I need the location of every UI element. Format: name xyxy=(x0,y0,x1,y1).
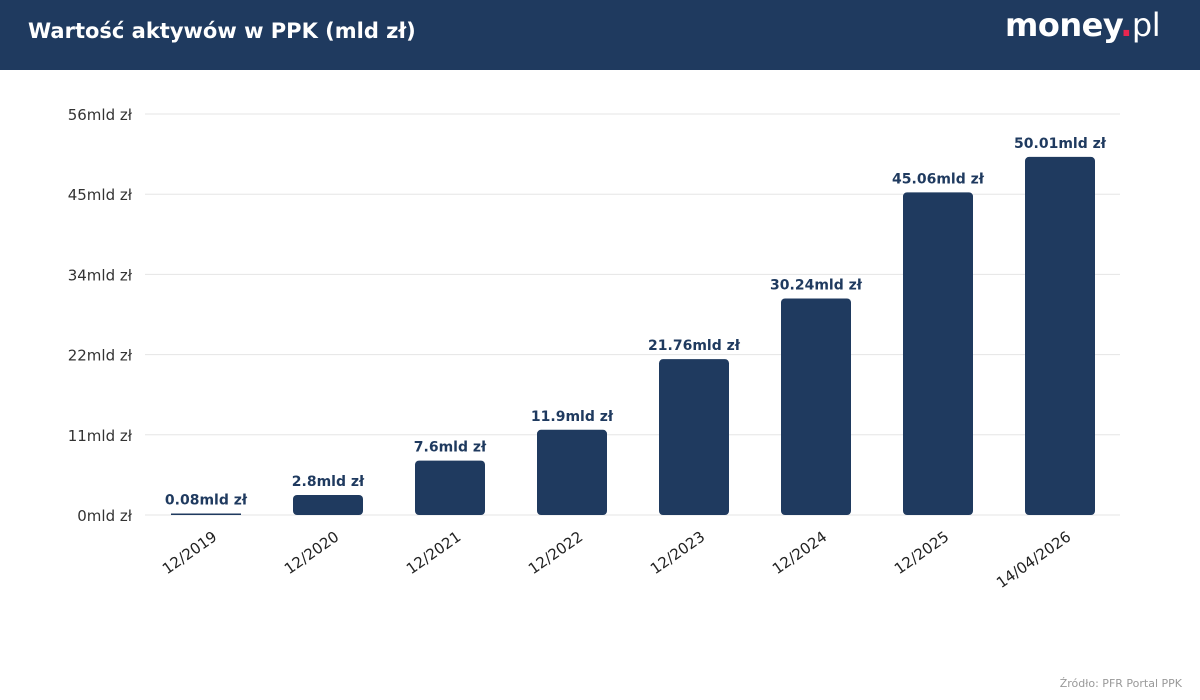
x-tick-label: 12/2021 xyxy=(403,528,464,578)
bar xyxy=(1025,156,1095,515)
data-label: 7.6mld zł xyxy=(414,440,487,456)
bar xyxy=(293,494,363,515)
x-tick-label: 14/04/2026 xyxy=(993,528,1074,592)
data-label: 2.8mld zł xyxy=(292,474,365,490)
data-label: 21.76mld zł xyxy=(648,338,741,354)
source-note: Źródło: PFR Portal PPK xyxy=(1059,677,1182,690)
x-tick-label: 12/2023 xyxy=(647,528,708,578)
bar xyxy=(781,298,851,515)
y-tick-label: 34mld zł xyxy=(68,266,133,284)
x-tick-label: 12/2020 xyxy=(281,528,342,578)
bar-chart: 0mld zł 11mld zł 22mld zł 34mld zł 45mld zł 5… xyxy=(68,106,1120,592)
data-label: 45.06mld zł xyxy=(892,171,985,187)
data-label: 11.9mld zł xyxy=(531,409,614,425)
bar xyxy=(903,192,973,516)
x-tick-label: 12/2024 xyxy=(769,528,830,578)
bar xyxy=(171,513,241,515)
bar xyxy=(659,359,729,515)
money-pl-logo: money.pl xyxy=(1005,6,1161,44)
x-tick-label: 12/2019 xyxy=(159,528,220,578)
y-tick-label: 22mld zł xyxy=(68,347,133,365)
x-tick-label: 12/2025 xyxy=(891,528,952,578)
header-bar: Wartość aktywów w PPK (mld zł) money.pl xyxy=(0,0,1200,70)
data-label: 50.01mld zł xyxy=(1014,136,1107,152)
y-tick-label: 11mld zł xyxy=(68,427,133,445)
y-tick-label: 56mld zł xyxy=(68,106,133,124)
bar xyxy=(537,429,607,515)
y-tick-label: 0mld zł xyxy=(77,507,132,525)
data-label: 0.08mld zł xyxy=(165,493,248,509)
x-tick-label: 12/2022 xyxy=(525,528,586,578)
data-label: 30.24mld zł xyxy=(770,277,863,293)
bar xyxy=(415,460,485,515)
y-tick-label: 45mld zł xyxy=(68,186,133,204)
chart-title: Wartość aktywów w PPK (mld zł) xyxy=(28,19,416,43)
